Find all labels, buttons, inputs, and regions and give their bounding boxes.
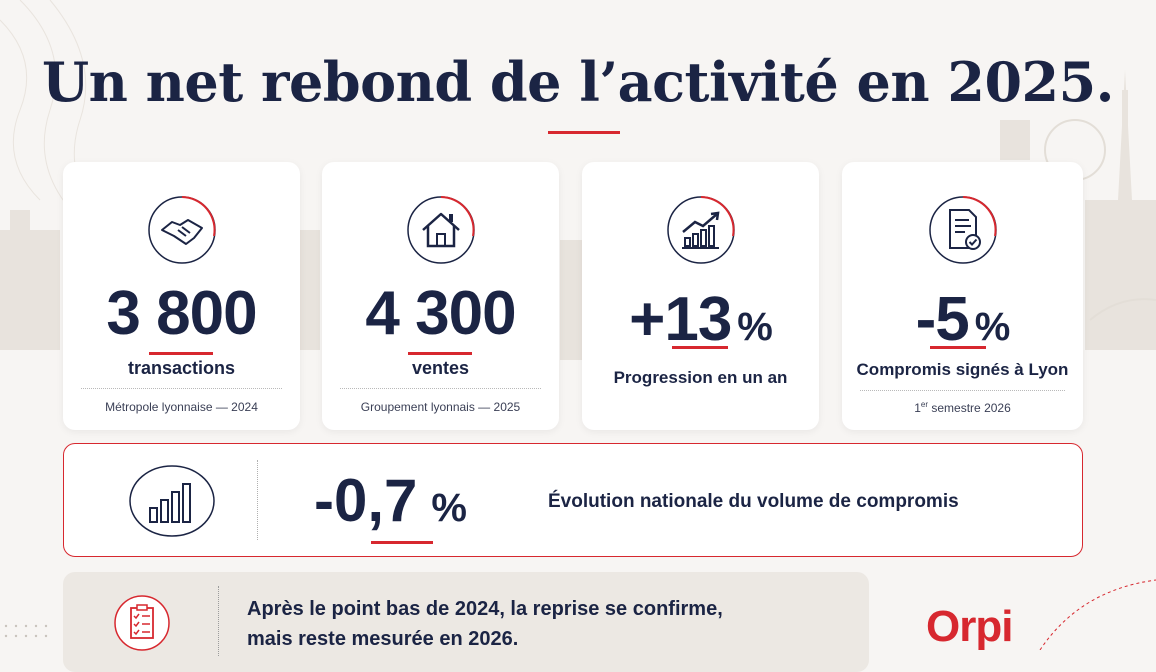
stat-label: Progression en un an bbox=[613, 368, 788, 387]
page-title: Un net rebond de l’activité en 2025. bbox=[42, 50, 1114, 114]
stat-label: Compromis signés à Lyon bbox=[856, 360, 1069, 379]
stat-source: Métropole lyonnaise — 2024 bbox=[105, 400, 258, 414]
document-check-icon bbox=[928, 196, 997, 264]
stat-label: ventes bbox=[411, 358, 470, 378]
dotted-divider bbox=[860, 390, 1065, 391]
handshake-icon bbox=[147, 196, 216, 264]
dotted-divider bbox=[81, 388, 282, 389]
value-underline bbox=[672, 346, 728, 349]
stat-value: 4 300 bbox=[365, 279, 516, 348]
bar-chart-icon bbox=[129, 465, 215, 537]
stat-label: transactions bbox=[127, 358, 236, 378]
summary-line-2: mais reste mesurée en 2026. bbox=[247, 628, 519, 650]
dotted-separator bbox=[218, 586, 219, 656]
stat-source: 1er semestre 2026 bbox=[914, 400, 1011, 415]
summary-note: Après le point bas de 2024, la reprise s… bbox=[63, 572, 869, 672]
stat-value: 3 800 bbox=[106, 279, 257, 348]
stat-value: +13% bbox=[629, 285, 773, 354]
summary-text: Après le point bas de 2024, la reprise s… bbox=[247, 594, 723, 654]
value-underline bbox=[371, 541, 433, 544]
stat-card-transactions: 3 800 transactions Métropole lyonnaise —… bbox=[63, 162, 300, 430]
checklist-icon bbox=[114, 595, 170, 651]
dotted-separator bbox=[257, 460, 258, 540]
growth-chart-icon bbox=[666, 196, 735, 264]
national-stat-card: -0,7% Évolution nationale du volume de c… bbox=[63, 443, 1083, 557]
value-underline bbox=[930, 346, 986, 349]
value-underline bbox=[408, 352, 472, 355]
stat-card-progression: +13% Progression en un an bbox=[582, 162, 819, 430]
decorative-dots bbox=[4, 624, 48, 638]
value-underline bbox=[149, 352, 213, 355]
summary-line-1: Après le point bas de 2024, la reprise s… bbox=[247, 598, 723, 620]
title-underline bbox=[548, 131, 620, 134]
house-icon bbox=[406, 196, 475, 264]
dotted-divider bbox=[340, 388, 541, 389]
stat-source: Groupement lyonnais — 2025 bbox=[360, 400, 521, 414]
national-value: -0,7% bbox=[314, 467, 467, 534]
orpi-logo: Orpi bbox=[926, 602, 1013, 651]
national-label: Évolution nationale du volume de comprom… bbox=[548, 491, 959, 512]
stat-card-compromis-lyon: -5% Compromis signés à Lyon 1er semestre… bbox=[842, 162, 1083, 430]
stat-value: -5% bbox=[915, 285, 1011, 354]
stat-card-ventes: 4 300 ventes Groupement lyonnais — 2025 bbox=[322, 162, 559, 430]
